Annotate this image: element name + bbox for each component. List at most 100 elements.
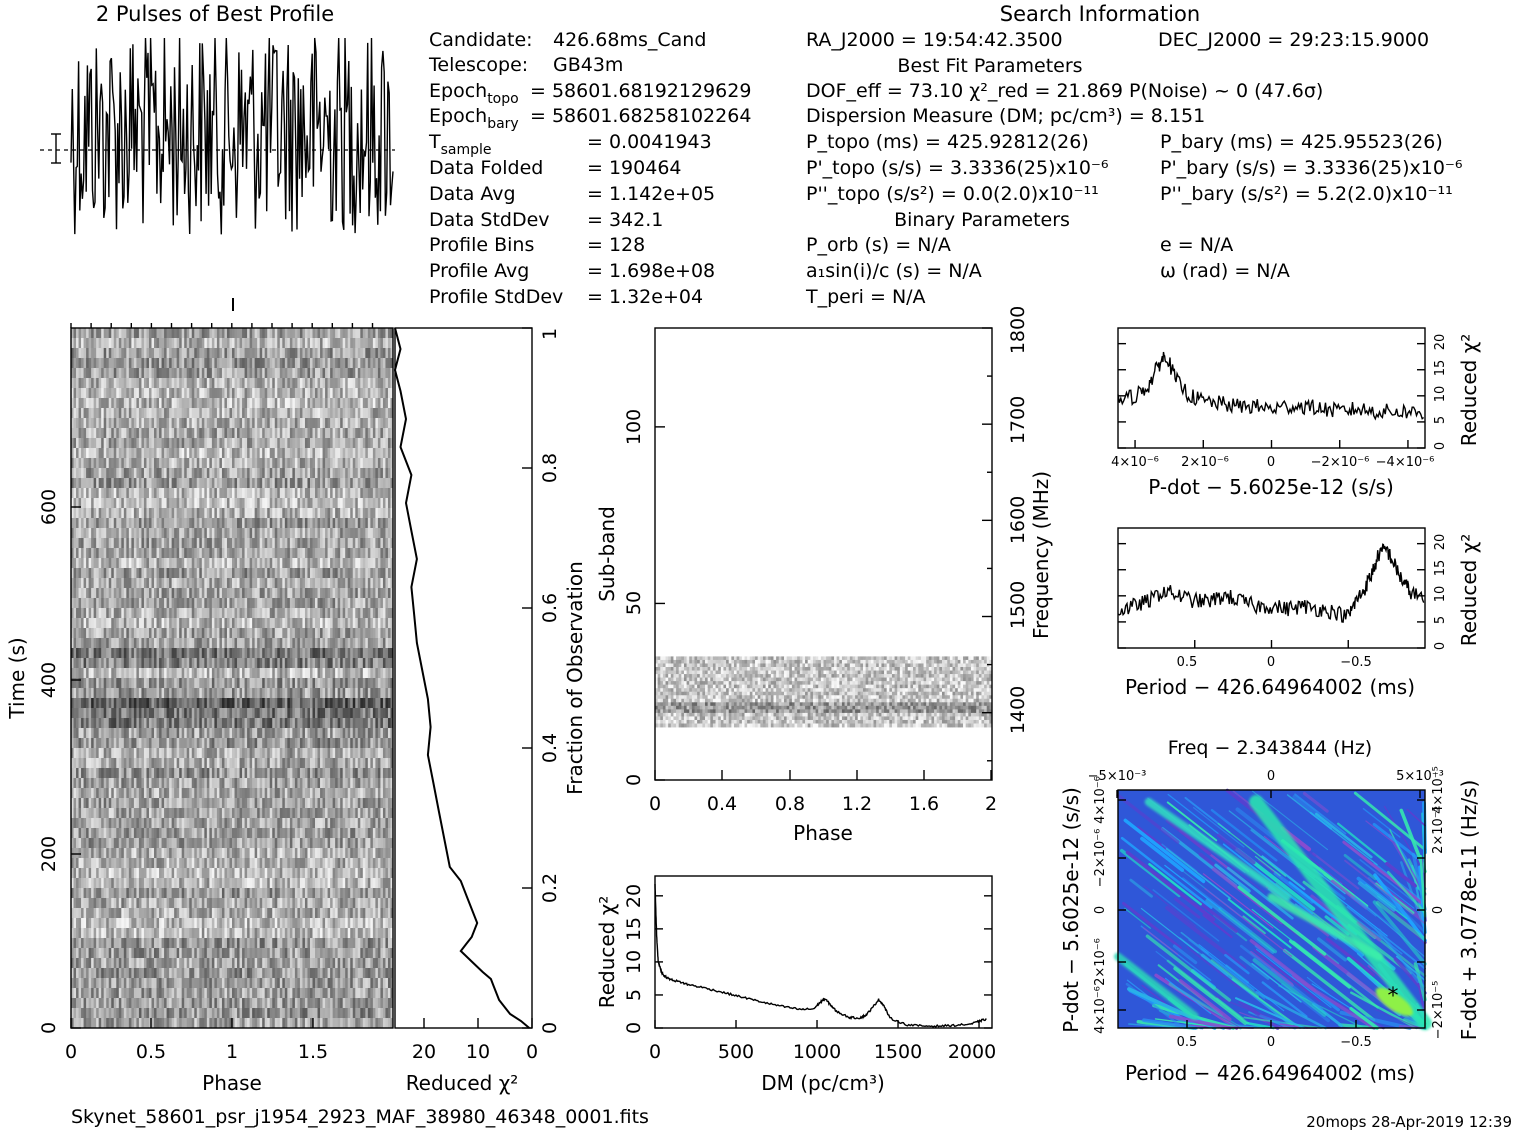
tp-cell (204, 348, 208, 359)
tp-cell (133, 708, 137, 719)
tp-cell (71, 438, 74, 449)
tp-cell (96, 418, 100, 429)
tp-cell (224, 498, 228, 509)
tp-cell (216, 348, 220, 359)
tp-cell (294, 498, 298, 509)
tp-cell (365, 398, 369, 409)
tp-cell (390, 608, 394, 619)
tp-cell (111, 358, 115, 369)
tp-cell (196, 368, 200, 379)
tp-cell (131, 668, 135, 679)
tp-cell (269, 588, 273, 599)
tp-cell (164, 398, 167, 409)
tp-cell (380, 438, 384, 449)
tp-cell (116, 678, 120, 689)
tp-cell (209, 368, 213, 379)
tp-cell (372, 378, 376, 389)
tp-cell (101, 638, 105, 649)
tp-cell (71, 698, 74, 709)
tp-cell (214, 668, 218, 679)
tp-cell (229, 658, 233, 669)
tp-cell (375, 558, 379, 569)
tp-cell (327, 618, 331, 629)
tp-cell (362, 668, 366, 679)
tp-cell (287, 378, 291, 389)
tp-cell (206, 488, 210, 499)
tp-cell (221, 478, 225, 489)
tp-cell (136, 548, 140, 559)
tp-cell (254, 438, 258, 449)
tp-cell (229, 438, 233, 449)
tp-cell (380, 448, 384, 459)
tp-cell (252, 518, 256, 529)
tp-cell (133, 468, 137, 479)
tp-cell (282, 548, 286, 559)
tp-cell (247, 378, 251, 389)
tp-cell (335, 578, 339, 589)
tp-cell (345, 418, 349, 429)
tp-cell (216, 438, 220, 449)
tp-cell (342, 458, 346, 469)
tp-cell (335, 528, 339, 539)
tp-cell (88, 618, 92, 629)
tp-cell (151, 548, 155, 559)
tp-cell (372, 358, 376, 369)
tp-cell (78, 418, 82, 429)
tp-cell (284, 488, 288, 499)
tp-cell (101, 558, 105, 569)
tp-cell (274, 568, 278, 579)
tp-cell (118, 458, 122, 469)
tp-cell (83, 618, 87, 629)
tp-cell (325, 608, 328, 619)
tp-cell (83, 458, 87, 469)
tp-cell (289, 538, 293, 549)
tp-cell (347, 668, 351, 679)
tp-cell (345, 688, 349, 699)
tp-cell (111, 558, 115, 569)
tp-cell (131, 608, 135, 619)
tp-cell (262, 458, 266, 469)
tp-cell (382, 498, 386, 509)
tp-cell (88, 678, 92, 689)
tp-cell (254, 418, 258, 429)
tp-cell (176, 618, 180, 629)
tp-cell (232, 598, 235, 609)
tp-cell (315, 478, 318, 489)
tp-cell (347, 568, 351, 579)
tp-cell (214, 708, 218, 719)
tp-cell (78, 508, 82, 519)
tp-cell (325, 478, 328, 489)
tp-cell (143, 478, 147, 489)
tp-cell (262, 488, 266, 499)
tp-cell (315, 328, 318, 339)
tp-cell (83, 628, 87, 639)
tp-cell (154, 588, 157, 599)
tp-cell (299, 678, 303, 689)
tp-cell (138, 578, 142, 589)
tp-cell (387, 618, 391, 629)
tp-cell (345, 358, 349, 369)
tp-cell (254, 568, 258, 579)
tp-cell (320, 338, 323, 349)
tp-cell (179, 388, 183, 399)
tp-cell (116, 358, 120, 369)
tp-cell (76, 678, 79, 689)
tp-cell (309, 488, 313, 499)
tp-cell (131, 558, 135, 569)
tp-cell (365, 328, 369, 339)
tp-cell (133, 538, 137, 549)
tp-cell (71, 598, 74, 609)
tp-cell (360, 588, 364, 599)
tp-cell (216, 708, 220, 719)
tp-cell (93, 698, 97, 709)
tp-cell (387, 368, 391, 379)
tp-cell (83, 568, 87, 579)
tp-cell (287, 438, 291, 449)
tp-cell (282, 508, 286, 519)
tp-cell (141, 558, 145, 569)
tp-cell (113, 608, 117, 619)
tp-cell (81, 638, 84, 649)
tp-cell (322, 378, 326, 389)
tp-cell (380, 558, 384, 569)
tp-cell (387, 408, 391, 419)
